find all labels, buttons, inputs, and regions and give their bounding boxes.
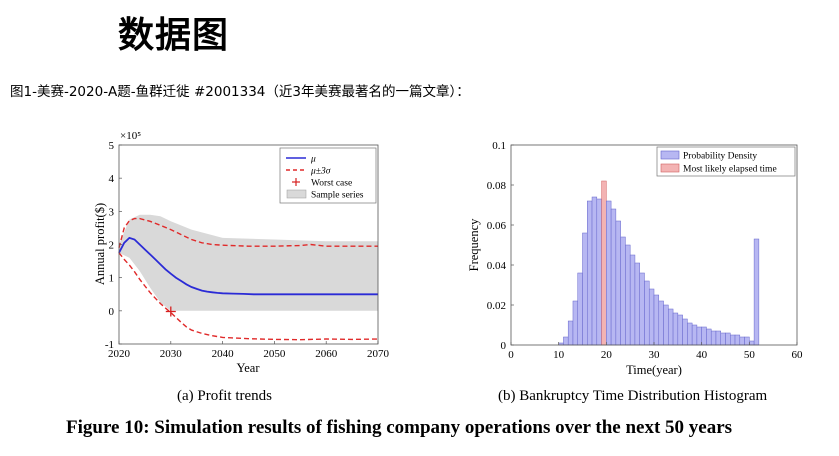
histogram-bar: [567, 320, 574, 346]
histogram-bar: [634, 262, 640, 346]
worst-case-marker: [165, 306, 176, 317]
histogram-bar: [582, 232, 588, 346]
legend-sigma-label: μ±3σ: [310, 167, 331, 177]
histogram-bar: [739, 336, 745, 346]
histogram-bar: [753, 238, 760, 346]
histogram-x-tick-label: 0: [508, 349, 514, 361]
histogram-bar: [677, 314, 683, 346]
legend-sample-series-swatch: [286, 189, 307, 199]
histogram-y-axis-label: Frequency: [467, 218, 481, 272]
histogram-bar: [615, 220, 621, 346]
profit-legend: μ μ±3σ Worst case Sample series: [279, 147, 377, 204]
profit-y-tick-label: 5: [109, 140, 115, 152]
profit-x-tick-label: 2050: [263, 348, 286, 360]
profit-y-tick-label: 2: [109, 240, 115, 252]
profit-x-tick-label: 2060: [315, 348, 338, 360]
histogram-bar: [577, 272, 583, 346]
histogram-x-tick-label: 30: [649, 349, 661, 361]
histogram-x-axis-label: Time(year): [626, 363, 682, 377]
histogram-bar: [563, 336, 569, 346]
histogram-bar: [658, 300, 664, 346]
legend-density-swatch: [660, 150, 680, 160]
mu-line: [118, 236, 378, 296]
profit-y-tick-label: 1: [109, 273, 115, 285]
profit-y-tick-label: 4: [109, 173, 115, 185]
profit-x-tick-label: 2020: [108, 348, 131, 360]
mu-plus-3sigma-line: [118, 217, 378, 248]
histogram-bar: [639, 272, 645, 346]
bankruptcy-histogram-chart: 0 10 20 30 40 50 60 0 0.02 0.04 0.06 0.08 0.1 Time(y…: [467, 140, 803, 377]
histogram-bar: [648, 288, 655, 346]
histogram-y-tick-label: 0.08: [487, 180, 507, 192]
histogram-bar: [720, 332, 726, 346]
figure-caption: Figure 10: Simulation results of fishing…: [66, 417, 733, 438]
profit-trends-caption: (a) Profit trends: [177, 388, 272, 404]
histogram-bar: [701, 326, 707, 346]
histogram-bar: [596, 198, 602, 346]
profit-exponent-label: ×10⁵: [120, 130, 141, 142]
sample-series-band: [119, 214, 378, 311]
legend-worst-case-swatch: [292, 178, 300, 186]
histogram-bar: [606, 200, 612, 346]
page-heading: 数据图: [118, 15, 230, 56]
most-likely-bar: [601, 180, 607, 346]
histogram-bar: [629, 254, 636, 346]
histogram-bar: [620, 236, 626, 346]
legend-elapsed-label: Most likely elapsed time: [683, 165, 777, 175]
profit-x-axis-label: Year: [236, 361, 260, 375]
histogram-bar: [696, 326, 702, 346]
profit-x-tick-label: 2040: [212, 348, 235, 360]
histogram-bar: [653, 294, 660, 346]
histogram-bar: [687, 322, 693, 346]
profit-y-tick-label: 3: [109, 206, 115, 218]
histogram-bar: [587, 200, 593, 346]
legend-worst-case-label: Worst case: [311, 179, 352, 189]
profit-y-axis-label: Annual profit($): [93, 203, 107, 285]
histogram-bar: [572, 300, 578, 346]
histogram-bar: [710, 330, 717, 346]
histogram-bar: [749, 340, 755, 346]
histogram-bar: [730, 334, 736, 346]
profit-y-tick-label: -1: [105, 339, 114, 351]
histogram-bar: [591, 196, 598, 346]
profit-y-tick-label: 0: [109, 306, 115, 318]
histogram-bar: [610, 208, 617, 346]
page-subtitle: 图1-美赛-2020-A题-鱼群迁徙 #2001334（近3年美赛最著名的一篇文…: [10, 84, 470, 100]
mu-minus-3sigma-line: [118, 252, 379, 341]
histogram-y-tick-label: 0.02: [487, 300, 506, 312]
histogram-bar: [672, 312, 679, 346]
profit-x-tick-label: 2030: [160, 348, 183, 360]
histogram-bar: [663, 304, 669, 346]
histogram-bar: [625, 244, 631, 346]
histogram-x-tick-label: 60: [792, 349, 804, 361]
histogram-y-tick-label: 0.04: [487, 260, 507, 272]
legend-mu-label: μ: [310, 155, 316, 165]
histogram-bar: [725, 332, 731, 346]
histogram-x-tick-label: 10: [553, 349, 565, 361]
histogram-bar: [691, 324, 698, 346]
histogram-bar: [744, 336, 750, 346]
histogram-legend: Probability Density Most likely elapsed …: [656, 146, 796, 177]
histogram-y-tick-label: 0.06: [487, 220, 507, 232]
legend-sample-series-label: Sample series: [311, 191, 364, 201]
legend-elapsed-swatch: [660, 163, 680, 173]
histogram-caption: (b) Bankruptcy Time Distribution Histogr…: [498, 388, 768, 404]
histogram-x-tick-label: 20: [601, 349, 613, 361]
histogram-bar: [715, 330, 721, 346]
histogram-legend-box: [656, 146, 796, 177]
legend-density-label: Probability Density: [683, 152, 757, 162]
histogram-x-tick-label: 50: [744, 349, 756, 361]
histogram-y-tick-label: 0: [501, 340, 507, 352]
histogram-bar: [682, 318, 688, 346]
histogram-bar: [706, 328, 712, 346]
profit-x-tick-label: 2070: [367, 348, 390, 360]
histogram-y-tick-label: 0.1: [492, 140, 506, 152]
histogram-x-tick-label: 40: [696, 349, 708, 361]
profit-trends-chart: 2020 2030 2040 2050 2060 2070 -1 0 1 2 3 4 5 ×10⁵ Ye…: [93, 130, 390, 375]
histogram-bar: [734, 334, 741, 346]
histogram-bar: [668, 308, 674, 346]
histogram-bar: [644, 280, 650, 346]
